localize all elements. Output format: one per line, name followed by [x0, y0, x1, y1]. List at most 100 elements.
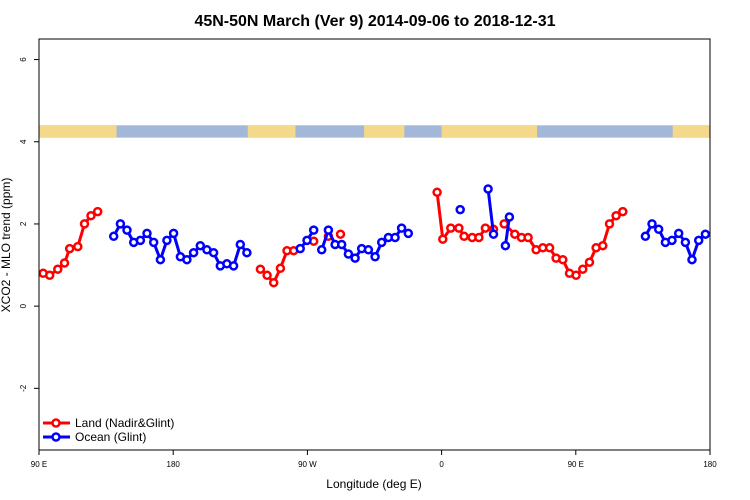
ocean-point [135, 235, 146, 246]
ocean-series-line [503, 216, 511, 246]
ocean-point [316, 245, 327, 255]
ocean-point [302, 235, 312, 246]
ocean-point [208, 247, 219, 258]
land-point [544, 243, 555, 253]
x-axis-label: Longitude (deg E) [326, 477, 421, 491]
plot-frame [38, 38, 711, 451]
y-tick-label: 2 [19, 221, 28, 226]
ocean-point [653, 224, 664, 235]
x-tick-label: 180 [167, 460, 181, 469]
land-point [571, 270, 581, 281]
land-point [53, 264, 63, 274]
ocean-point [390, 232, 400, 243]
land-point [446, 223, 456, 233]
land-point [262, 270, 272, 281]
land-point [618, 206, 628, 217]
land-point [578, 264, 588, 274]
ocean-point [295, 243, 305, 254]
ocean-point [363, 245, 374, 255]
surface-strip [39, 125, 710, 138]
ocean-point [308, 225, 319, 235]
ocean-point [396, 223, 407, 233]
ocean-point [687, 254, 697, 265]
ocean-point [242, 247, 252, 258]
y-tick-label: 0 [19, 303, 28, 308]
ocean-point [640, 231, 651, 242]
series-group [38, 184, 711, 288]
land-point [64, 243, 75, 254]
x-tick-label: 90 E [568, 460, 584, 469]
land-point [598, 240, 608, 251]
ocean-point [162, 235, 172, 246]
ocean-point [667, 235, 677, 246]
ocean-point [693, 235, 704, 246]
y-axis-label: XCO2 - MLO trend (ppm) [0, 178, 13, 313]
ocean-point [108, 231, 119, 242]
chart-title: 45N-50N March (Ver 9) 2014-09-06 to 2018… [194, 13, 555, 30]
ocean-point [376, 237, 387, 248]
strip-land [39, 125, 117, 138]
land-point [255, 264, 266, 274]
ocean-point [182, 254, 192, 265]
strip-land [247, 125, 296, 138]
legend-swatch-marker [51, 418, 61, 428]
ocean-point [483, 184, 493, 194]
x-tick-label: 0 [439, 460, 444, 469]
y-tick-label: 4 [19, 139, 28, 144]
ocean-point [122, 225, 132, 235]
land-point [604, 219, 615, 229]
land-point [611, 210, 621, 221]
land-point [459, 231, 469, 242]
ocean-point [142, 228, 152, 239]
strip-land [441, 125, 538, 138]
land-point [432, 187, 442, 198]
x-tick-label: 90 W [298, 460, 317, 469]
ocean-point [700, 229, 711, 239]
ocean-point [500, 240, 511, 251]
ocean-point [673, 228, 684, 239]
land-point [59, 258, 70, 268]
legend-swatch-marker [51, 432, 61, 442]
land-point [584, 257, 595, 267]
land-point [73, 241, 83, 252]
y-axis: -2 0 2 4 6 [19, 57, 39, 392]
y-tick-label: 6 [19, 57, 28, 62]
ocean-point [323, 225, 334, 235]
ocean-point [188, 247, 199, 258]
land-point [480, 223, 491, 233]
ocean-point [195, 240, 206, 251]
x-axis: 90 E 180 90 W 0 90 E 180 [31, 450, 717, 469]
ocean-point [155, 254, 166, 265]
legend: Land (Nadir&Glint)Ocean (Glint) [43, 416, 174, 444]
land-point [275, 263, 286, 274]
ocean-point [350, 253, 360, 263]
ocean-point [148, 237, 159, 248]
land-point [523, 232, 533, 243]
ocean-point [115, 219, 126, 229]
ocean-point [336, 239, 347, 250]
land-point [86, 210, 96, 221]
ocean-point [647, 219, 657, 229]
legend-label: Land (Nadir&Glint) [75, 416, 174, 430]
land-point [335, 229, 346, 239]
land-point [44, 270, 55, 281]
ocean-series-line [486, 188, 495, 235]
land-point [474, 232, 484, 243]
ocean-point [403, 228, 414, 239]
land-point [268, 277, 279, 288]
strip-land [364, 125, 405, 138]
x-tick-label: 90 E [31, 460, 47, 469]
land-series-line [42, 210, 99, 277]
land-point [454, 223, 464, 233]
ocean-point [343, 249, 354, 259]
ocean-point [504, 212, 515, 222]
strip-land [672, 125, 710, 138]
x-tick-label: 180 [703, 460, 717, 469]
ocean-point [488, 229, 499, 239]
ocean-point [455, 204, 465, 215]
ocean-point [235, 239, 246, 250]
ocean-point [168, 228, 179, 239]
land-point [558, 254, 568, 265]
ocean-point [370, 252, 380, 262]
